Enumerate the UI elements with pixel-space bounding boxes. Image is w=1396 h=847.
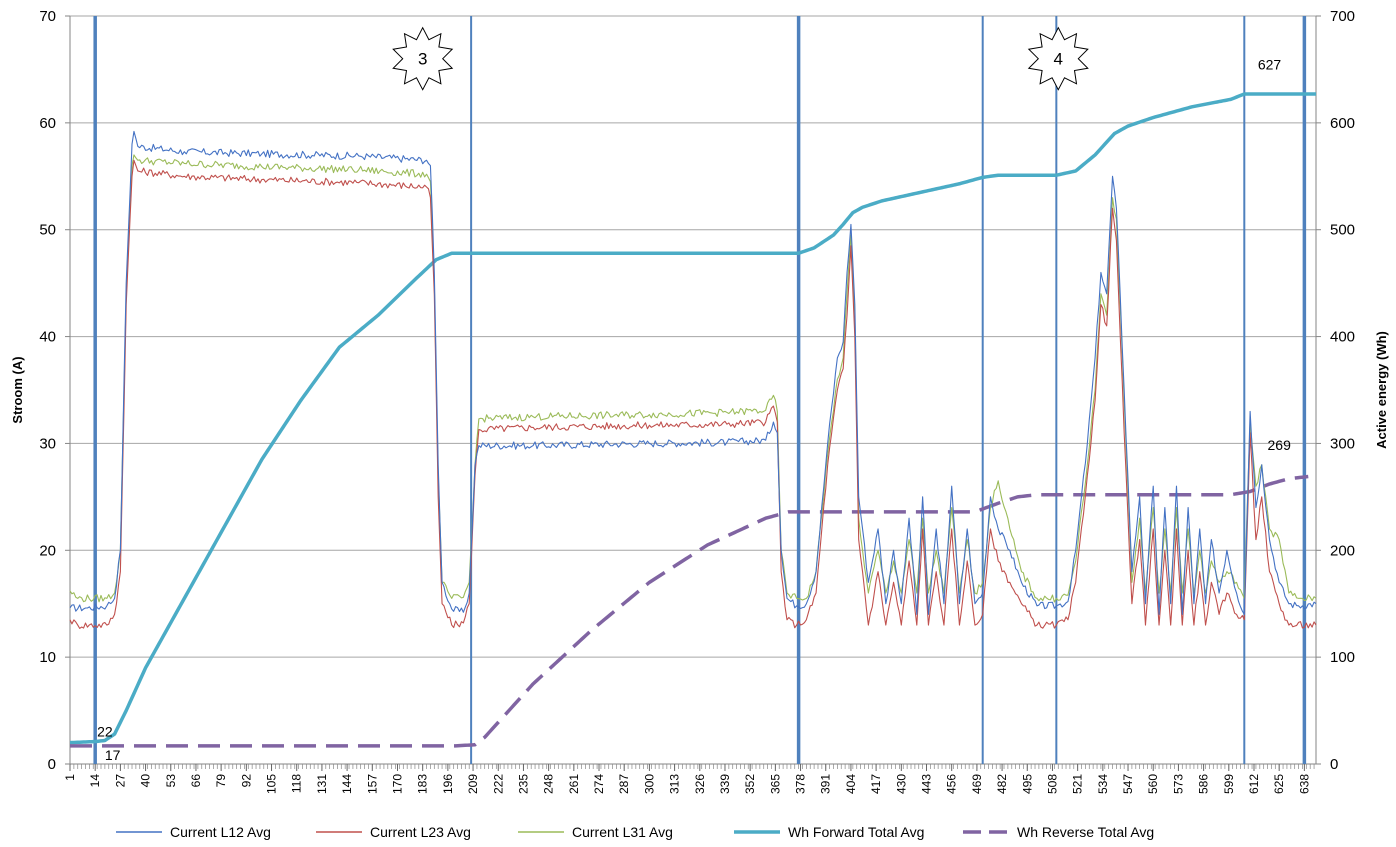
x-tick-label: 222	[491, 774, 505, 794]
y-axis-left: 0 10 20 30 40 50 60 70	[39, 8, 70, 773]
y2-tick-label: 400	[1330, 329, 1355, 346]
x-tick-label: 235	[516, 774, 530, 794]
y2-tick-label: 0	[1330, 756, 1338, 773]
y-tick-label: 10	[39, 649, 56, 666]
x-tick-label: 66	[189, 774, 203, 788]
legend-label: Wh Reverse Total Avg	[1017, 824, 1154, 840]
x-tick-label: 118	[290, 774, 304, 793]
y-tick-label: 50	[39, 222, 56, 239]
y-tick-label: 60	[39, 115, 56, 132]
x-tick-label: 53	[164, 774, 178, 788]
x-tick-label: 482	[995, 774, 1009, 794]
legend-label: Current L31 Avg	[572, 824, 673, 840]
y-tick-label: 30	[39, 435, 56, 452]
annotations: 22 17 627 269	[97, 57, 1291, 763]
y2-tick-label: 500	[1330, 222, 1355, 239]
x-tick-label: 469	[970, 774, 984, 794]
y-tick-label: 20	[39, 542, 56, 559]
x-axis: 1 14 27 40 53 66 79 92 105 118 131 144 157 170 183 196 2…	[63, 764, 1315, 794]
series-current-l23-avg	[69, 159, 1317, 629]
x-tick-label: 573	[1171, 774, 1185, 794]
y2-tick-label: 200	[1330, 542, 1355, 559]
y2-tick-label: 100	[1330, 649, 1355, 666]
x-tick-label: 521	[1071, 774, 1085, 794]
x-tick-label: 92	[239, 774, 253, 788]
x-tick-label: 209	[466, 774, 480, 794]
x-tick-label: 417	[869, 774, 883, 794]
x-tick-label: 534	[1096, 774, 1110, 794]
step-marker-label: 4	[1054, 50, 1063, 69]
x-tick-label: 183	[416, 774, 430, 794]
series-current-l12-avg	[69, 130, 1317, 615]
x-tick-label: 352	[743, 774, 757, 794]
series-wh-forward-total-avg	[69, 92, 1316, 745]
vertical-markers	[93, 16, 1307, 764]
x-tick-label: 365	[768, 774, 782, 794]
y2-tick-label: 700	[1330, 8, 1355, 25]
data-label: 22	[97, 723, 113, 739]
y-axis-title: Stroom (A)	[10, 356, 25, 423]
x-tick-label: 339	[718, 774, 732, 794]
x-tick-label: 586	[1197, 774, 1211, 794]
x-tick-label: 170	[390, 774, 404, 794]
y2-tick-label: 600	[1330, 115, 1355, 132]
x-tick-label: 612	[1247, 774, 1261, 794]
x-tick-label: 79	[214, 774, 228, 788]
x-tick-label: 430	[894, 774, 908, 794]
x-tick-label: 300	[642, 774, 656, 794]
y-tick-label: 0	[48, 756, 56, 773]
x-tick-label: 495	[1020, 774, 1034, 794]
x-tick-label: 287	[617, 774, 631, 794]
x-tick-label: 14	[88, 774, 102, 788]
legend-label: Current L12 Avg	[170, 824, 271, 840]
legend-label: Wh Forward Total Avg	[788, 824, 924, 840]
x-tick-label: 248	[542, 774, 556, 794]
legend-label: Current L23 Avg	[370, 824, 471, 840]
series-layer	[69, 92, 1317, 748]
data-label: 17	[105, 747, 121, 763]
gridlines	[70, 15, 1316, 765]
x-tick-label: 391	[819, 774, 833, 794]
x-tick-label: 625	[1272, 774, 1286, 794]
x-tick-label: 27	[113, 774, 127, 788]
y2-axis-title: Active energy (Wh)	[1374, 331, 1389, 449]
x-tick-label: 157	[365, 774, 379, 794]
step-marker-star	[1027, 26, 1089, 91]
series-wh-reverse-total-avg	[70, 474, 1309, 748]
x-tick-label: 313	[668, 774, 682, 794]
x-tick-label: 261	[567, 774, 581, 794]
x-tick-label: 326	[693, 774, 707, 794]
x-tick-label: 196	[441, 774, 455, 794]
x-tick-label: 560	[1146, 774, 1160, 794]
legend: Current L12 Avg Current L23 Avg Current L3…	[116, 824, 1154, 840]
x-tick-label: 404	[844, 774, 858, 794]
data-label: 269	[1268, 437, 1292, 453]
y-axis-right: 0 100 200 300 400 500 600 700	[1316, 8, 1355, 773]
x-tick-label: 274	[592, 774, 606, 794]
x-tick-label: 144	[340, 774, 354, 794]
step-marker-star	[392, 26, 454, 91]
x-tick-label: 599	[1222, 774, 1236, 794]
series-current-l31-avg	[69, 154, 1317, 603]
x-tick-label: 456	[945, 774, 959, 794]
x-tick-label: 40	[139, 774, 153, 788]
y-tick-label: 70	[39, 8, 56, 25]
x-tick-label: 105	[265, 774, 279, 794]
y2-tick-label: 300	[1330, 435, 1355, 452]
step-marker-label: 3	[418, 50, 427, 69]
x-tick-label: 1	[63, 774, 77, 781]
data-label: 627	[1258, 57, 1282, 73]
x-tick-label: 443	[920, 774, 934, 794]
x-tick-label: 638	[1297, 774, 1311, 794]
x-tick-label: 131	[315, 774, 329, 794]
x-tick-label: 378	[794, 774, 808, 794]
y-tick-label: 40	[39, 329, 56, 346]
x-tick-label: 508	[1045, 774, 1059, 794]
x-tick-label: 547	[1121, 774, 1135, 794]
